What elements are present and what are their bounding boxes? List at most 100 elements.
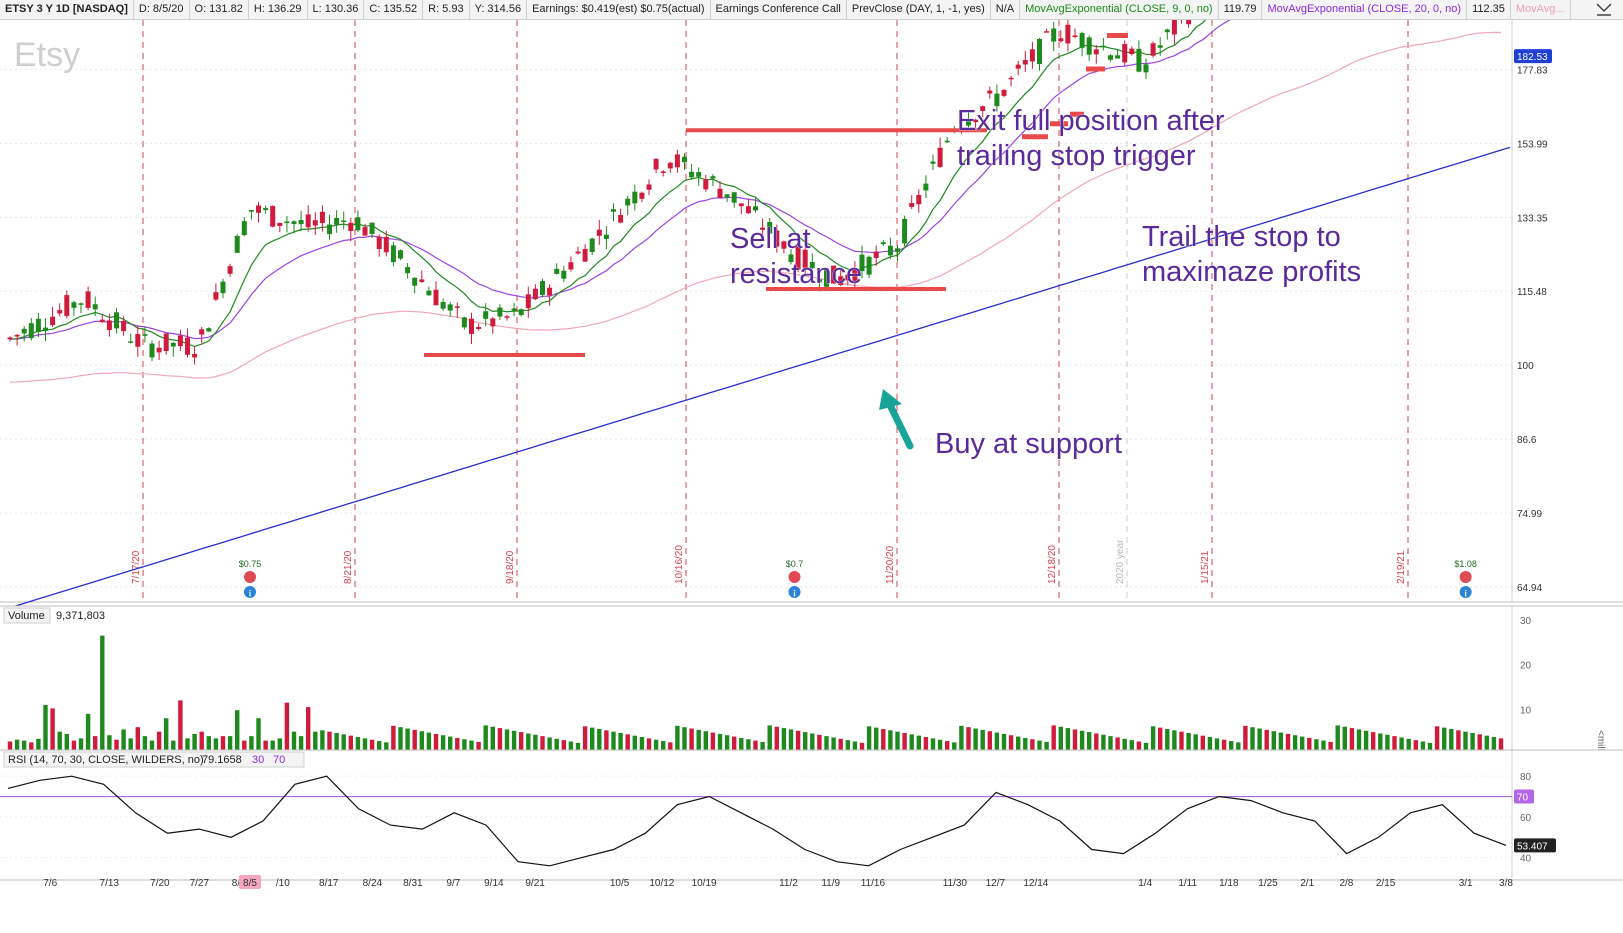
chart-canvas[interactable]: Etsy 7/17/20 8/21/20 9/18/20 10/16/20 11/20/… [0, 20, 1623, 933]
candle-body [625, 198, 631, 206]
volume-bar [788, 729, 794, 754]
candle-body [1008, 77, 1014, 80]
candle-body [795, 244, 801, 270]
volume-bar [1058, 726, 1063, 754]
volume-bar [483, 725, 488, 754]
volume-bar [1498, 738, 1504, 754]
candle-body [248, 210, 254, 212]
candle-body [121, 320, 127, 332]
candle-body [135, 334, 141, 347]
volume-bar [1456, 730, 1461, 754]
x-tick-label: 9/21 [525, 878, 545, 889]
volume-bar [590, 727, 595, 754]
volume-bar [57, 731, 62, 754]
volume-bar [1115, 737, 1120, 754]
x-tick-label: 7/13 [100, 878, 120, 889]
candle-body [895, 248, 900, 252]
volume-bar [1491, 737, 1497, 754]
candle-body [1164, 29, 1170, 33]
volume-bar [661, 741, 666, 754]
volume-bar [1037, 740, 1042, 754]
prevclose-label[interactable]: PrevClose (DAY, 1, -1, yes) [847, 0, 991, 19]
volume-bar [1484, 735, 1489, 754]
candle-body [731, 192, 737, 203]
x-tick-label: 2/15 [1376, 878, 1396, 889]
candle-body [142, 334, 148, 336]
volume-bar [121, 729, 126, 754]
volume-bar [1392, 736, 1397, 754]
volume-bar [362, 738, 368, 754]
volume-bar [313, 731, 318, 754]
candle-body [50, 316, 56, 326]
buy-annotation: Buy at support [935, 428, 1122, 460]
earnings-icon [788, 571, 801, 583]
volume-bar [1449, 728, 1454, 754]
candle-body [532, 288, 538, 300]
volume-bar [895, 731, 900, 754]
x-tick-label: 2/1 [1300, 878, 1314, 889]
volume-bar [1087, 732, 1092, 754]
volume-bar [369, 739, 375, 754]
candle-body [653, 158, 659, 170]
candle-body [220, 281, 226, 294]
event-date-label: 1/15/21 [1200, 550, 1211, 584]
volume-bar [476, 741, 481, 754]
volume-bar [1257, 728, 1262, 754]
volume-bar [426, 732, 432, 754]
ema20-label[interactable]: MovAvgExponential (CLOSE, 20, 0, no) [1262, 0, 1468, 19]
volume-bar [774, 726, 779, 754]
candle-body [177, 335, 183, 347]
volume-bar [71, 740, 77, 754]
volume-bar [14, 739, 20, 754]
candle-body [334, 217, 340, 225]
volume-bar [561, 740, 566, 754]
x-tick-label: 1/4 [1138, 878, 1152, 889]
volume-bar [469, 740, 474, 754]
candle-body [923, 183, 929, 191]
candle-body [312, 220, 318, 226]
volume-bar [1427, 742, 1433, 754]
volume-bar [334, 733, 339, 754]
candle-body [149, 343, 155, 358]
event-date-label: 2/19/21 [1396, 550, 1407, 584]
volume-bar [781, 728, 787, 754]
volume-bar [625, 734, 630, 754]
candle-body [376, 236, 382, 249]
candle-body [1171, 20, 1177, 35]
x-tick-label: 7/20 [150, 878, 170, 889]
candle-body [185, 337, 190, 355]
price-grid: Etsy [0, 20, 1623, 603]
volume-bar [448, 736, 453, 754]
candle-body [575, 251, 581, 254]
volume-bar [540, 736, 545, 754]
volume-bar [327, 731, 332, 754]
candle-body [1143, 64, 1149, 73]
candle-body [859, 254, 865, 272]
volume-bar [298, 736, 304, 754]
x-tick-label: 7/6 [43, 878, 57, 889]
settings-icon[interactable] [1595, 1, 1613, 18]
volume-bar [405, 728, 410, 754]
volume-bar [1051, 725, 1056, 754]
candle-body [447, 304, 453, 311]
volume-bar [270, 740, 275, 754]
ema50-line [9, 31, 1502, 383]
candle-body [1079, 33, 1085, 48]
candle-body [57, 310, 63, 314]
ema9-label[interactable]: MovAvgExponential (CLOSE, 9, 0, no) [1020, 0, 1219, 19]
volume-bar [831, 737, 836, 754]
candle-body [1129, 48, 1135, 55]
price-tick-label: 64.94 [1517, 583, 1542, 594]
candle-body [1015, 64, 1021, 69]
candle-body [966, 119, 971, 126]
candle-body [1150, 43, 1156, 56]
volume-bar [930, 738, 936, 754]
volume-bar [739, 737, 744, 754]
sell-annotation-line2: resistance [730, 258, 862, 290]
candle-body [1022, 60, 1028, 65]
trail-annotation-line2: maximaze profits [1142, 256, 1361, 288]
symbol-label[interactable]: ETSY 3 Y 1D [NASDAQ] [0, 0, 134, 19]
ema50-label[interactable]: MovAvg... [1511, 0, 1571, 19]
volume-bar [1101, 734, 1106, 754]
